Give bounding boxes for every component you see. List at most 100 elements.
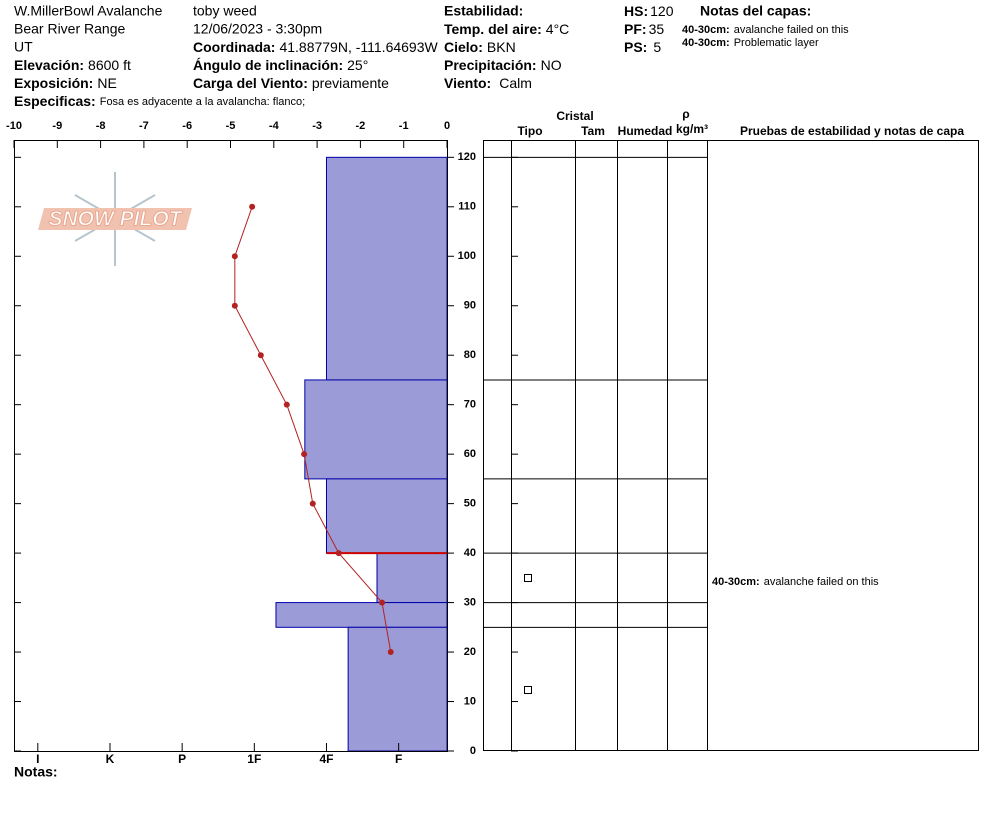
specifics: Especificas: Fosa es adyacente a la avala… bbox=[14, 93, 305, 109]
temperature-point bbox=[309, 500, 316, 507]
range: 40-30cm: bbox=[712, 576, 760, 588]
value: 25° bbox=[347, 57, 368, 73]
value: 41.88779N, -111.64693W bbox=[279, 39, 438, 55]
text: avalanche failed on this bbox=[764, 576, 879, 588]
x-tick-label: -1 bbox=[399, 120, 409, 132]
state: UT bbox=[14, 39, 33, 55]
hardness-tick-label: 1F bbox=[247, 752, 261, 766]
y-tick-label: 110 bbox=[458, 201, 476, 213]
value: NO bbox=[541, 57, 562, 73]
hardness-layer bbox=[347, 626, 448, 752]
pf: PF: 35 bbox=[624, 21, 664, 37]
text: Problematic layer bbox=[734, 37, 819, 49]
value: 8600 ft bbox=[88, 57, 131, 73]
hardness-tick-label: K bbox=[106, 752, 115, 766]
label: Precipitación: bbox=[444, 57, 537, 73]
y-tick-label: 20 bbox=[464, 646, 476, 658]
elevation: Elevación: 8600 ft bbox=[14, 57, 131, 73]
x-tick-label: -3 bbox=[312, 120, 322, 132]
label: Exposición: bbox=[14, 75, 93, 91]
hardness-layer bbox=[325, 478, 448, 554]
x-tick-label: -6 bbox=[182, 120, 192, 132]
col-header: Humedad bbox=[618, 124, 673, 138]
col-header: Pruebas de estabilidad y notas de capa bbox=[740, 124, 964, 138]
col-header: Cristal bbox=[556, 109, 593, 123]
y-tick-label: 120 bbox=[458, 151, 476, 163]
x-tick-label: -5 bbox=[226, 120, 236, 132]
y-tick-label: 100 bbox=[458, 250, 476, 262]
y-tick-label: 30 bbox=[464, 596, 476, 608]
value: Calm bbox=[499, 75, 532, 91]
label: PS: bbox=[624, 39, 647, 55]
temperature-point bbox=[301, 451, 308, 458]
text: avalanche failed on this bbox=[734, 24, 849, 36]
temperature-line bbox=[234, 206, 392, 653]
col-header: ρ bbox=[682, 107, 689, 121]
value: 120 bbox=[650, 3, 674, 19]
range: 40-30cm: bbox=[682, 24, 730, 36]
label: Coordinada: bbox=[193, 39, 275, 55]
stability-note: 40-30cm: avalanche failed on this bbox=[712, 576, 879, 588]
wind: Viento: Calm bbox=[444, 75, 532, 91]
value: previamente bbox=[312, 75, 389, 91]
label: Especificas: bbox=[14, 93, 96, 109]
temperature-point bbox=[231, 253, 238, 260]
y-tick-label: 90 bbox=[464, 300, 476, 312]
hardness-tick-label: 4F bbox=[319, 752, 333, 766]
layer-note: 40-30cm: avalanche failed on this bbox=[682, 24, 849, 36]
temperature-point bbox=[283, 401, 290, 408]
label: Carga del Viento: bbox=[193, 75, 308, 91]
hardness-layer bbox=[325, 156, 448, 381]
value: NE bbox=[97, 75, 116, 91]
y-tick-label: 70 bbox=[464, 399, 476, 411]
ps: PS: 5 bbox=[624, 39, 661, 55]
y-tick-label: 40 bbox=[464, 547, 476, 559]
value: Fosa es adyacente a la avalancha: flanco… bbox=[100, 96, 305, 108]
observer: toby weed bbox=[193, 3, 257, 19]
x-tick-label: -8 bbox=[96, 120, 106, 132]
col-header: kg/m³ bbox=[676, 122, 708, 136]
label: Ángulo de inclinación: bbox=[193, 57, 343, 73]
hardness-layer bbox=[304, 379, 448, 480]
x-tick-label: -2 bbox=[356, 120, 366, 132]
x-tick-label: -4 bbox=[269, 120, 280, 132]
value: BKN bbox=[487, 39, 516, 55]
label: Elevación: bbox=[14, 57, 84, 73]
temperature-point bbox=[387, 649, 394, 656]
temperature-point bbox=[335, 550, 342, 557]
y-tick-label: 0 bbox=[470, 745, 476, 757]
datetime: 12/06/2023 - 3:30pm bbox=[193, 21, 322, 37]
sky: Cielo: BKN bbox=[444, 39, 516, 55]
hs: HS: 120 bbox=[624, 3, 674, 19]
value: 4°C bbox=[546, 21, 570, 37]
logo: SNOW PILOT bbox=[38, 172, 192, 266]
hardness-tick-label: I bbox=[36, 752, 39, 766]
label: Cielo: bbox=[444, 39, 483, 55]
col-header: Tipo bbox=[517, 124, 542, 138]
table-frame bbox=[483, 140, 979, 751]
label: PF: bbox=[624, 21, 647, 37]
stability: Estabilidad: bbox=[444, 3, 523, 19]
x-tick-label: -10 bbox=[6, 120, 22, 132]
temperature-point bbox=[249, 203, 256, 210]
slope-angle: Ángulo de inclinación: 25° bbox=[193, 57, 368, 73]
y-tick-label: 50 bbox=[464, 498, 476, 510]
label: Temp. del aire: bbox=[444, 21, 542, 37]
y-tick-label: 80 bbox=[464, 349, 476, 361]
value: 5 bbox=[653, 39, 661, 55]
hardness-tick-label: P bbox=[178, 752, 186, 766]
label: HS: bbox=[624, 3, 648, 19]
col-header: Tam bbox=[581, 124, 605, 138]
x-tick-label: 0 bbox=[444, 120, 450, 132]
wind-loading: Carga del Viento: previamente bbox=[193, 75, 389, 91]
y-tick-label: 60 bbox=[464, 448, 476, 460]
hardness-layer bbox=[275, 602, 448, 628]
coordinates: Coordinada: 41.88779N, -111.64693W bbox=[193, 39, 438, 55]
logo-text: SNOW PILOT bbox=[49, 208, 184, 231]
site: W.MillerBowl Avalanche bbox=[14, 3, 163, 19]
air-temp: Temp. del aire: 4°C bbox=[444, 21, 569, 37]
notes-label: Notas: bbox=[14, 764, 58, 780]
range: Bear River Range bbox=[14, 21, 125, 37]
hardness-layer bbox=[376, 552, 448, 604]
